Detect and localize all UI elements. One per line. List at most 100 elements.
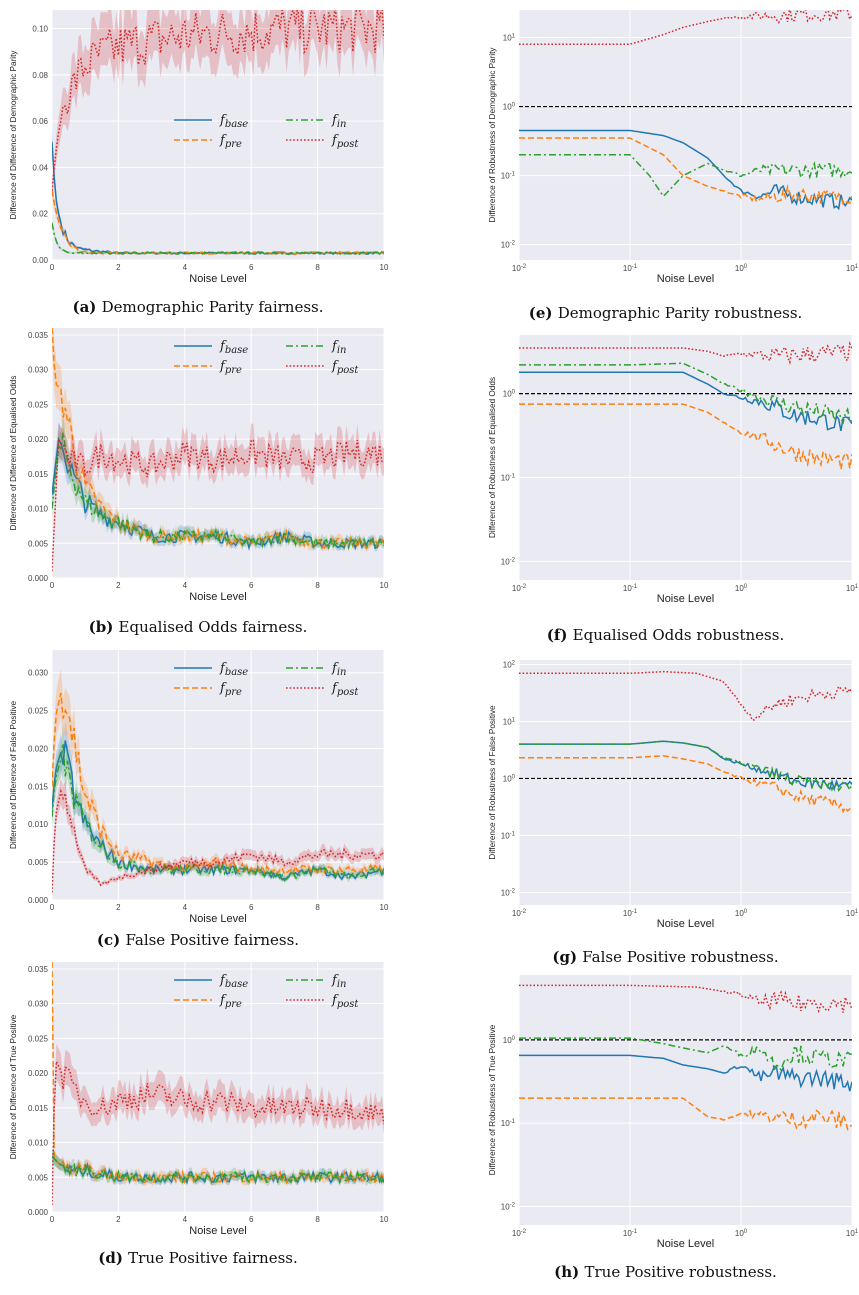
series-line-f_base (519, 129, 852, 211)
legend-label-f_pre: fpre (219, 993, 242, 1010)
x-tick-label: 4 (183, 263, 188, 272)
x-axis-label: Noise Level (657, 918, 714, 930)
x-tick-label: 4 (183, 1215, 188, 1224)
x-tick-label: 0 (50, 581, 55, 590)
plot-area (519, 10, 852, 260)
y-tick-label: 0.020 (28, 435, 49, 444)
x-tick-label: 10-1 (623, 1229, 638, 1238)
x-tick-label: 101 (846, 584, 859, 593)
y-tick-label: 0.025 (28, 1034, 49, 1043)
series-line-f_in (52, 743, 384, 882)
legend-label-f_pre: fpre (219, 133, 242, 150)
y-tick-label: 0.015 (28, 782, 49, 791)
y-tick-label: 101 (503, 33, 516, 42)
series-line-f_base (519, 1054, 852, 1092)
series-group (52, 328, 384, 573)
x-tick-label: 10-2 (512, 909, 527, 918)
confidence-band-f_in (52, 415, 384, 552)
y-tick-label: 10-2 (501, 557, 516, 566)
x-axis-label: Noise Level (189, 273, 246, 285)
series-line-f_in (519, 1037, 852, 1073)
y-tick-label: 0.10 (32, 25, 48, 34)
y-axis-label: Difference of Difference of Equalised Od… (9, 376, 18, 531)
x-tick-label: 8 (315, 1215, 320, 1224)
series-group (519, 10, 852, 211)
chart-e: 10-2 10-1 100 101 10-2 10-1 100 101 Noise Level D… (488, 10, 859, 322)
chart-g: 10-2 10-1 100 101 10-2 10-1 100 101 102 Noise Lev… (488, 660, 859, 966)
y-tick-label: 0.08 (32, 71, 48, 80)
series-line-f_pre (52, 692, 384, 877)
x-tick-label: 2 (116, 581, 121, 590)
y-tick-label: 10-2 (501, 1203, 516, 1212)
chart-a: 0 2 4 6 8 10 0.00 0.02 0.04 0.06 0.08 0.10 Noise Lev… (9, 10, 389, 316)
x-axis-label: Noise Level (189, 591, 246, 603)
series-group (519, 341, 852, 470)
series-line-f_pre (52, 962, 384, 1185)
x-tick-label: 2 (116, 903, 121, 912)
y-tick-label: 0.06 (32, 117, 48, 126)
x-tick-label: 101 (846, 909, 859, 918)
legend: fbase fin fpre fpost (174, 661, 359, 698)
chart-f: 10-2 10-1 100 101 10-2 10-1 100 Noise Level Diff… (488, 335, 859, 644)
series-line-f_pre (519, 1097, 852, 1131)
y-axis-label: Difference of Robustness of False Positi… (488, 705, 497, 860)
figure-caption: (a) Demographic Parity fairness. (72, 298, 323, 316)
y-tick-label: 0.015 (28, 1104, 49, 1113)
y-tick-label: 10-1 (501, 172, 516, 181)
legend-label-f_in: fin (331, 113, 346, 130)
x-axis-label: Noise Level (189, 1225, 246, 1237)
y-tick-label: 0.02 (32, 210, 48, 219)
y-tick-label: 100 (503, 390, 516, 399)
y-tick-label: 0.010 (28, 505, 49, 514)
y-tick-label: 0.000 (28, 896, 49, 905)
legend-label-f_pre: fpre (219, 359, 242, 376)
figure-caption: (f) Equalised Odds robustness. (547, 626, 784, 644)
series-line-f_post (52, 436, 384, 572)
x-tick-label: 8 (315, 263, 320, 272)
legend: fbase fin fpre fpost (174, 113, 359, 150)
chart-d: 0 2 4 6 8 10 0.000 0.005 0.010 0.015 0.020 0.025 0.0… (9, 962, 389, 1267)
series-line-f_base (52, 436, 384, 551)
x-tick-label: 2 (116, 263, 121, 272)
x-tick-label: 100 (735, 264, 748, 273)
x-tick-label: 10-2 (512, 264, 527, 273)
series-line-f_pre (519, 137, 852, 206)
series-line-f_post (519, 670, 852, 721)
y-tick-label: 10-1 (501, 474, 516, 483)
y-tick-label: 100 (503, 774, 516, 783)
confidence-band-f_pre (52, 962, 384, 1186)
y-tick-label: 0.030 (28, 1000, 49, 1009)
y-tick-label: 0.000 (28, 574, 49, 583)
x-tick-label: 101 (846, 264, 859, 273)
x-tick-label: 0 (50, 1215, 55, 1224)
series-line-f_in (52, 1155, 384, 1185)
legend-label-f_post: fpost (331, 681, 359, 698)
y-tick-label: 0.035 (28, 965, 49, 974)
legend-label-f_post: fpost (331, 133, 359, 150)
x-tick-label: 100 (735, 584, 748, 593)
series-group (52, 668, 384, 894)
y-axis-label: Difference of Difference of True Positiv… (9, 1014, 18, 1159)
y-tick-label: 100 (503, 103, 516, 112)
series-group (52, 962, 384, 1207)
series-group (52, 10, 384, 256)
y-axis-label: Difference of Difference of Demographic … (9, 50, 18, 220)
legend-label-f_base: fbase (219, 661, 248, 678)
chart-c: 0 2 4 6 8 10 0.000 0.005 0.010 0.015 0.020 0.025 0.0… (9, 650, 389, 949)
x-tick-label: 4 (183, 581, 188, 590)
legend: fbase fin fpre fpost (174, 339, 359, 376)
x-axis-label: Noise Level (657, 273, 714, 285)
figure-caption: (d) True Positive fairness. (98, 1249, 298, 1267)
y-tick-label: 0.015 (28, 470, 49, 479)
y-tick-label: 0.020 (28, 744, 49, 753)
series-line-f_pre (519, 403, 852, 470)
x-axis-label: Noise Level (657, 593, 714, 605)
y-tick-label: 0.030 (28, 669, 49, 678)
chart-h: 10-2 10-1 100 101 10-2 10-1 100 Noise Level Diff… (488, 975, 859, 1281)
y-tick-label: 0.010 (28, 820, 49, 829)
y-axis-label: Difference of Robustness of Equalised Od… (488, 377, 497, 538)
confidence-band-f_post (52, 1043, 384, 1207)
y-tick-label: 0.000 (28, 1208, 49, 1217)
legend-label-f_post: fpost (331, 359, 359, 376)
series-line-f_in (519, 154, 852, 198)
